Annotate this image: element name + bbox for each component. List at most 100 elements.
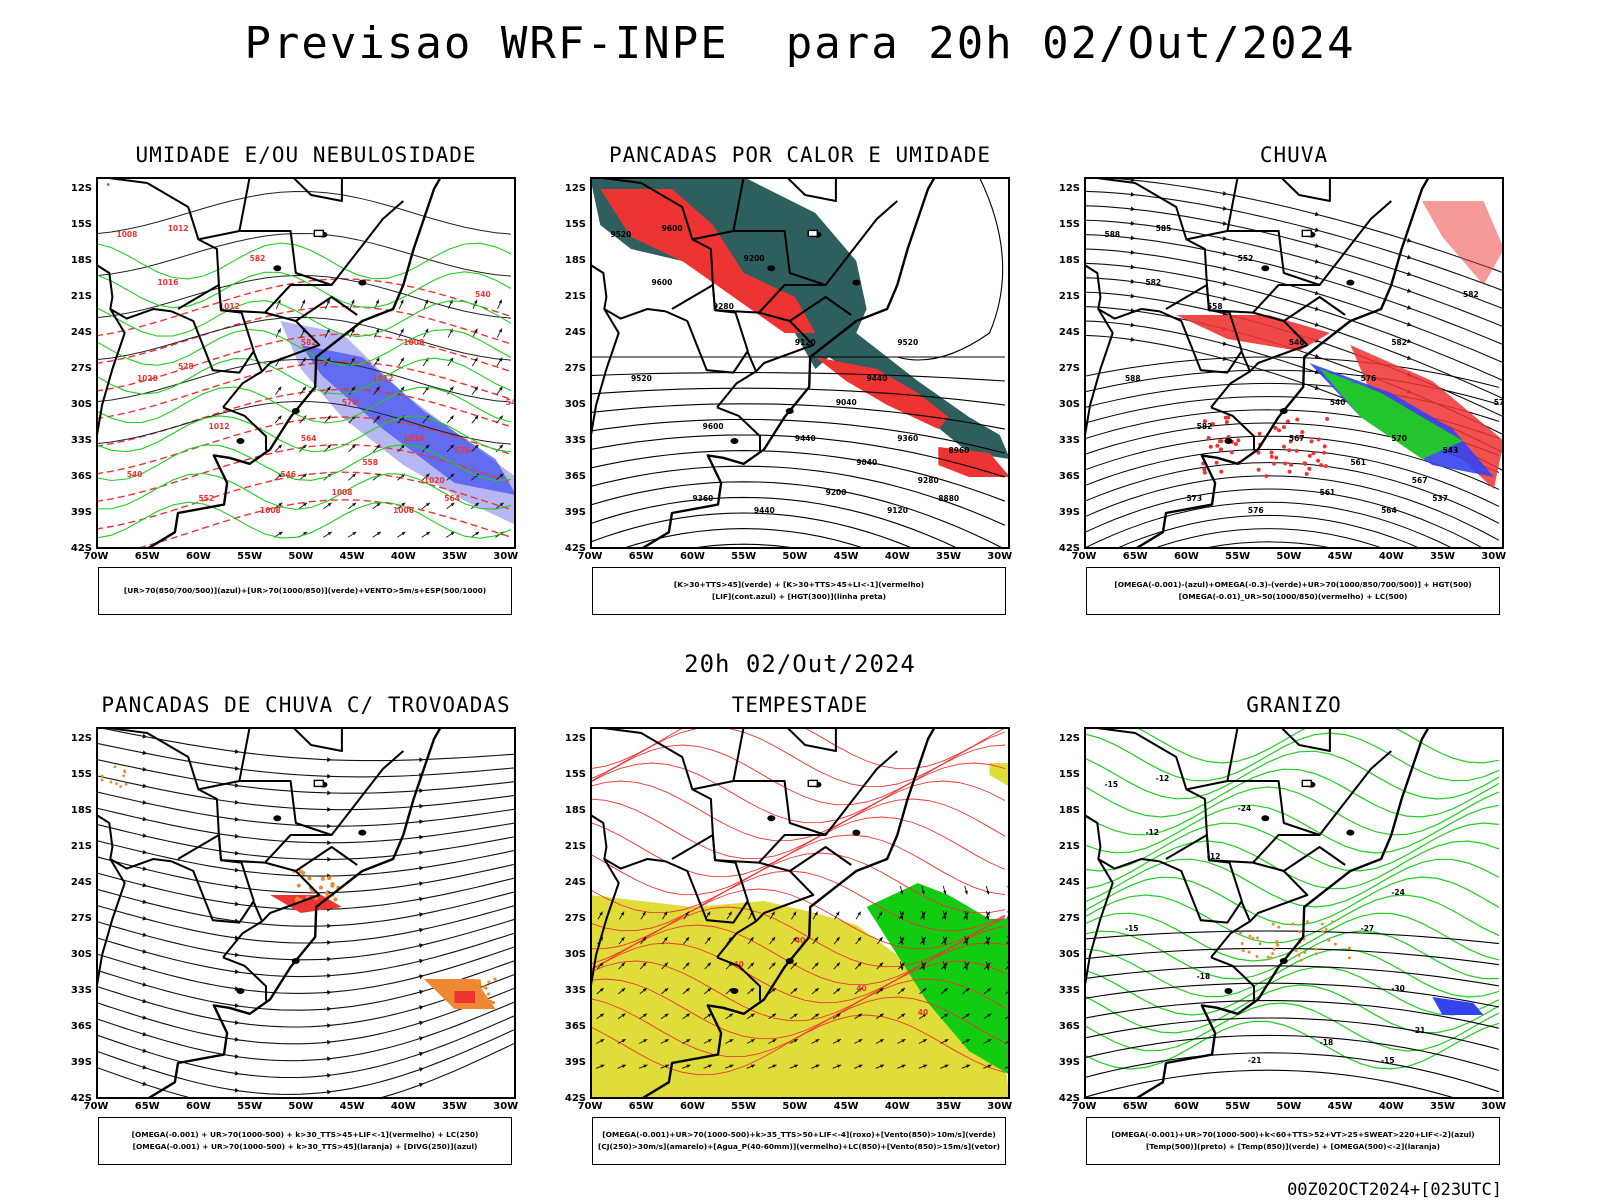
contour-label: 561: [1350, 458, 1366, 467]
contour-label: 582: [1145, 278, 1161, 287]
lat-tick-label: 33S: [1058, 435, 1080, 446]
contour-label: 567: [1412, 476, 1428, 485]
lat-tick-label: 36S: [70, 1021, 92, 1032]
legend-box: [OMEGA(-0.001)-(azul)+OMEGA(-0.3)-(verde…: [1086, 567, 1500, 615]
map-svg: 9600 9520 9600 9520 9600 9440 9520 9440 9360 9280…: [592, 179, 1008, 547]
panel-title: PANCADAS POR CALOR E UMIDADE: [608, 143, 991, 167]
lat-tick-label: 39S: [70, 507, 92, 518]
lat-tick-label: 15S: [1058, 769, 1080, 780]
contour-label: 540: [1330, 398, 1346, 407]
contour-label: 40: [795, 936, 805, 945]
contour-label: 546: [506, 398, 514, 407]
lat-tick-label: 18S: [70, 255, 92, 266]
lon-tick-label: 65W: [1122, 1101, 1148, 1112]
lat-tick-label: 33S: [564, 435, 586, 446]
lon-tick-label: 50W: [288, 1101, 314, 1112]
map-area: [96, 727, 516, 1099]
lon-tick-label: 35W: [936, 551, 961, 562]
legend-box: [OMEGA(-0.001) + UR>70(1000-500) + k>30_…: [98, 1117, 512, 1165]
lat-tick-label: 21S: [564, 841, 586, 852]
contour-label: 567: [1289, 434, 1305, 443]
lon-tick-label: 60W: [1173, 551, 1199, 562]
map-area: 585 588 582 588 582 576 582 576 570 567 561 564 558 5…: [1084, 177, 1504, 549]
contour-label: 1016: [157, 278, 178, 287]
contour-label: 582: [1391, 338, 1407, 347]
lon-tick-label: 65W: [1122, 551, 1148, 562]
lat-tick-label: 12S: [70, 183, 92, 194]
lat-tick-label: 12S: [564, 733, 586, 744]
lon-tick-label: 30W: [1481, 1101, 1507, 1112]
main-title: Previsao WRF-INPE para 20h 02/Out/2024: [244, 18, 1356, 69]
contour-label: 9120: [887, 506, 908, 515]
contour-label: -12: [1145, 828, 1159, 837]
lat-tick-label: 12S: [1058, 183, 1080, 194]
contour-label: 1016: [403, 434, 424, 443]
lat-tick-label: 39S: [564, 507, 586, 518]
lat-tick-label: 42S: [1058, 543, 1080, 554]
contour-label: 546: [280, 470, 296, 479]
legend-line: [OMEGA(-0.001)-(azul)+OMEGA(-0.3)-(verde…: [1114, 580, 1472, 589]
contour-label: 588: [1125, 374, 1141, 383]
legend-box: [OMEGA(-0.001)+UR>70(1000-500)+k<60+TTS>…: [1086, 1117, 1500, 1165]
lon-tick-label: 35W: [442, 1101, 467, 1112]
map-svg: 585 588 582 588 582 576 582 576 570 567 561 564 558 5…: [1086, 179, 1502, 547]
lat-tick-label: 24S: [564, 327, 586, 338]
panel-title: GRANIZO: [1246, 693, 1342, 717]
lon-tick-label: 30W: [493, 551, 519, 562]
lon-tick-label: 60W: [185, 1101, 211, 1112]
contour-label: 1008: [403, 338, 424, 347]
contour-label: -18: [1320, 1038, 1334, 1047]
contour-label: 576: [1361, 374, 1377, 383]
contour-label: 9520: [610, 230, 631, 239]
contour-label: 576: [1248, 506, 1264, 515]
lon-tick-label: 50W: [1276, 1101, 1302, 1112]
lat-tick-label: 21S: [1058, 841, 1080, 852]
lat-tick-label: 21S: [70, 841, 92, 852]
contour-label: 1012: [168, 224, 189, 233]
lat-tick-label: 24S: [70, 877, 92, 888]
contour-label: -21: [1248, 1056, 1262, 1065]
lon-tick-label: 55W: [237, 551, 263, 562]
lon-tick-label: 55W: [1225, 551, 1251, 562]
lon-tick-label: 65W: [134, 551, 160, 562]
lat-tick-label: 15S: [564, 219, 586, 230]
legend-box: [K>30+TTS>45](verde) + [K>30+TTS>45+LI<-…: [592, 567, 1006, 615]
lon-tick-label: 30W: [493, 1101, 519, 1112]
lat-tick-label: 42S: [1058, 1093, 1080, 1104]
lon-tick-label: 60W: [679, 1101, 705, 1112]
contour-label: 582: [1463, 290, 1479, 299]
lat-tick-label: 36S: [564, 471, 586, 482]
map-svg: -12 -15 -12 -15 -18 -21 -24 -27 -30 -21 -18 -15 -12 -…: [1086, 729, 1500, 1097]
map-svg: 1012 1008 1016 1020 1012 1008 1008 1012 1016 1020…: [98, 179, 514, 547]
lon-tick-label: 65W: [134, 1101, 160, 1112]
lon-tick-label: 70W: [1071, 551, 1097, 562]
lon-tick-label: 50W: [1276, 551, 1302, 562]
lon-tick-label: 50W: [782, 1101, 808, 1112]
contour-label: 537: [1432, 494, 1448, 503]
lat-tick-label: 18S: [70, 805, 92, 816]
contour-label: 540: [127, 470, 143, 479]
contour-label: -15: [1104, 780, 1118, 789]
lon-tick-label: 45W: [339, 1101, 365, 1112]
contour-label: 582: [301, 338, 317, 347]
contour-label: 9280: [918, 476, 939, 485]
lon-tick-label: 35W: [442, 551, 467, 562]
contour-label: 552: [1238, 254, 1254, 263]
contour-label: 582: [250, 254, 266, 263]
lat-tick-label: 18S: [564, 255, 586, 266]
lat-tick-label: 42S: [70, 543, 92, 554]
contour-label: 9040: [836, 398, 857, 407]
lat-tick-label: 18S: [1058, 805, 1080, 816]
lat-tick-label: 33S: [70, 435, 92, 446]
lat-tick-label: 15S: [564, 769, 586, 780]
contour-label: 9200: [744, 254, 765, 263]
lat-tick-label: 39S: [70, 1057, 92, 1068]
contour-label: -21: [1412, 1026, 1426, 1035]
contour-label: 582: [1197, 422, 1213, 431]
lat-tick-label: 36S: [564, 1021, 586, 1032]
contour-label: 552: [198, 494, 214, 503]
lon-tick-label: 60W: [1173, 1101, 1199, 1112]
lat-tick-label: 27S: [70, 913, 92, 924]
legend-line: [OMEGA(-0.001)+UR>70(1000-500)+k<60+TTS>…: [1111, 1130, 1475, 1139]
contour-label: 9520: [897, 338, 918, 347]
